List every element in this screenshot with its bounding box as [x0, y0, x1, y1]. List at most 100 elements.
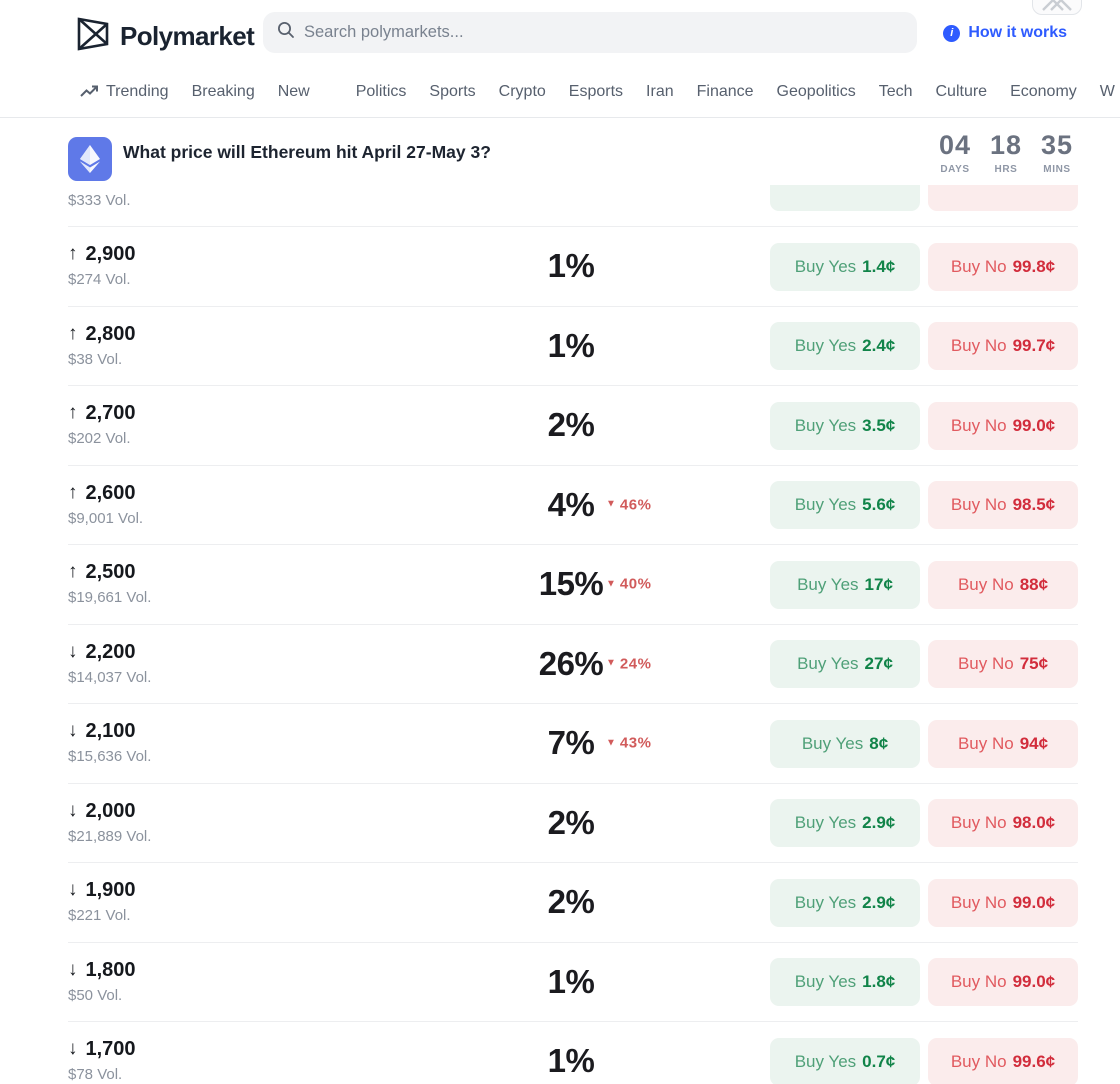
outcome-row: ↓ 2,200 $14,037 Vol. 26% ▼ 24% Buy Yes 2… [68, 625, 1078, 704]
buy-yes-price: 2.9¢ [862, 813, 896, 833]
outcome-volume: $21,889 Vol. [68, 827, 152, 845]
buy-no-button[interactable]: Buy No 99.0¢ [928, 401, 1078, 450]
chance-value: 15% [538, 565, 604, 603]
buy-no-price: 98.0¢ [1012, 813, 1056, 833]
direction-arrow-icon: ↓ [68, 1038, 78, 1059]
chance-change-value: 43% [619, 734, 652, 752]
buy-yes-label: Buy Yes [794, 495, 857, 515]
nav-item-w[interactable]: W [1100, 83, 1115, 101]
buy-no-label: Buy No [950, 813, 1007, 833]
nav-item-label: Politics [355, 82, 407, 100]
buy-yes-button[interactable]: Buy Yes 27¢ [770, 640, 920, 689]
polymarket-logo[interactable]: Polymarket [76, 14, 255, 59]
direction-arrow-icon: ↑ [68, 402, 78, 423]
countdown-hours: 18 HRS [989, 130, 1023, 175]
nav-item-culture[interactable]: Culture [936, 83, 988, 101]
buy-yes-label: Buy Yes [794, 336, 857, 356]
outcome-row-partial: $333 Vol. [68, 185, 1078, 227]
buy-yes-button[interactable]: Buy Yes 2.4¢ [770, 322, 920, 371]
nav-item-new[interactable]: New [278, 83, 310, 101]
logo-text: Polymarket [120, 21, 255, 51]
nav-item-finance[interactable]: Finance [697, 83, 754, 101]
nav-item-trending[interactable]: Trending [80, 83, 169, 101]
buy-no-button[interactable]: Buy No 98.0¢ [928, 799, 1078, 848]
chance-change-value: 40% [619, 575, 652, 593]
buy-yes-button[interactable]: Buy Yes 8¢ [770, 719, 920, 768]
nav-item-sports[interactable]: Sports [429, 83, 475, 101]
search-bar[interactable] [263, 12, 917, 53]
buy-no-price: 99.6¢ [1012, 1051, 1056, 1071]
buy-yes-button[interactable]: Buy Yes 2.9¢ [770, 799, 920, 848]
buy-yes-label: Buy Yes [794, 256, 857, 276]
buy-yes-price: 1.8¢ [862, 972, 896, 992]
nav-item-label: Economy [1010, 82, 1077, 100]
nav-item-esports[interactable]: Esports [569, 83, 623, 101]
buy-yes-label: Buy Yes [794, 813, 857, 833]
buy-yes-price: 8¢ [869, 733, 889, 753]
outcome-info: ↑ 2,600 $9,001 Vol. [68, 480, 143, 529]
buy-no-button[interactable]: Buy No 99.0¢ [928, 878, 1078, 927]
nav-item-tech[interactable]: Tech [879, 83, 913, 101]
direction-arrow-icon: ↑ [68, 322, 78, 344]
buy-yes-button[interactable]: Buy Yes 3.5¢ [770, 401, 920, 450]
buy-yes-button[interactable]: Buy Yes 1.4¢ [770, 242, 920, 291]
outcome-target: 2,100 [85, 720, 136, 742]
countdown-timer: 04 DAYS 18 HRS 35 MINS [938, 130, 1074, 175]
direction-arrow-icon: ↓ [68, 640, 78, 662]
buy-no-button[interactable]: Buy No 99.7¢ [928, 322, 1078, 371]
chance-value: 1% [547, 247, 595, 285]
buy-no-price: 98.5¢ [1012, 495, 1056, 515]
outcome-row: ↑ 2,600 $9,001 Vol. 4% ▼ 46% Buy Yes 5.6… [68, 466, 1078, 545]
buy-yes-button[interactable]: Buy Yes 1.8¢ [770, 958, 920, 1007]
buy-no-button[interactable]: Buy No 99.0¢ [928, 958, 1078, 1007]
buy-no-button[interactable]: Buy No 75¢ [928, 640, 1078, 689]
buy-no-button[interactable]: Buy No 88¢ [928, 560, 1078, 609]
nav-item-breaking[interactable]: Breaking [192, 83, 255, 101]
down-triangle-icon: ▼ [606, 498, 616, 510]
buy-yes-button[interactable] [770, 185, 920, 212]
nav-item-label: W [1099, 82, 1115, 100]
buy-yes-button[interactable]: Buy Yes 2.9¢ [770, 878, 920, 927]
outcome-info: ↓ 2,100 $15,636 Vol. [68, 718, 151, 767]
search-input[interactable] [304, 23, 903, 42]
buy-yes-button[interactable]: Buy Yes 0.7¢ [770, 1037, 920, 1084]
outcome-volume: $333 Vol. [68, 191, 131, 209]
direction-arrow-icon: ↓ [68, 799, 78, 821]
info-icon: i [943, 24, 961, 42]
outcome-volume: $15,636 Vol. [68, 748, 152, 765]
nav-item-economy[interactable]: Economy [1010, 83, 1077, 101]
how-it-works-link[interactable]: i How it works [943, 24, 1067, 42]
chance-value: 26% [538, 644, 604, 682]
nav-item-geopolitics[interactable]: Geopolitics [777, 83, 856, 101]
outcome-info: ↑ 2,800 $38 Vol. [68, 321, 136, 370]
buy-yes-price: 1.4¢ [862, 256, 896, 276]
partial-outcome-row-clip: $333 Vol. [0, 185, 1120, 227]
chance-value: 2% [547, 803, 595, 841]
buy-no-price: 99.7¢ [1012, 336, 1056, 356]
nav-item-iran[interactable]: Iran [646, 83, 674, 101]
outcome-target [68, 185, 131, 188]
down-triangle-icon: ▼ [606, 737, 616, 749]
down-triangle-icon: ▼ [606, 657, 616, 669]
buy-no-label: Buy No [950, 415, 1007, 435]
buy-yes-button[interactable]: Buy Yes 5.6¢ [770, 481, 920, 530]
market-title: What price will Ethereum hit April 27-Ma… [123, 142, 491, 162]
buy-no-button[interactable]: Buy No 99.8¢ [928, 242, 1078, 291]
nav-item-crypto[interactable]: Crypto [499, 83, 546, 101]
chevrons-icon[interactable] [1032, 0, 1082, 15]
buy-no-price: 75¢ [1019, 654, 1049, 674]
buy-yes-button[interactable]: Buy Yes 17¢ [770, 560, 920, 609]
nav-item-politics[interactable]: Politics [356, 83, 407, 101]
buy-no-button[interactable]: Buy No 98.5¢ [928, 481, 1078, 530]
buy-yes-price: 27¢ [864, 654, 893, 674]
countdown-days: 04 DAYS [938, 130, 972, 175]
buy-no-label: Buy No [950, 972, 1007, 992]
buy-no-button[interactable] [928, 185, 1078, 212]
buy-no-button[interactable]: Buy No 94¢ [928, 719, 1078, 768]
nav-item-label: Sports [429, 82, 476, 100]
outcome-row: ↓ 2,000 $21,889 Vol. 2% ▼ Buy Yes 2.9¢ B… [68, 784, 1078, 863]
buy-no-button[interactable]: Buy No 99.6¢ [928, 1037, 1078, 1084]
outcome-info: $333 Vol. [68, 185, 131, 211]
chance-change: ▼ 40% [606, 576, 651, 593]
outcome-volume: $50 Vol. [68, 986, 123, 1004]
